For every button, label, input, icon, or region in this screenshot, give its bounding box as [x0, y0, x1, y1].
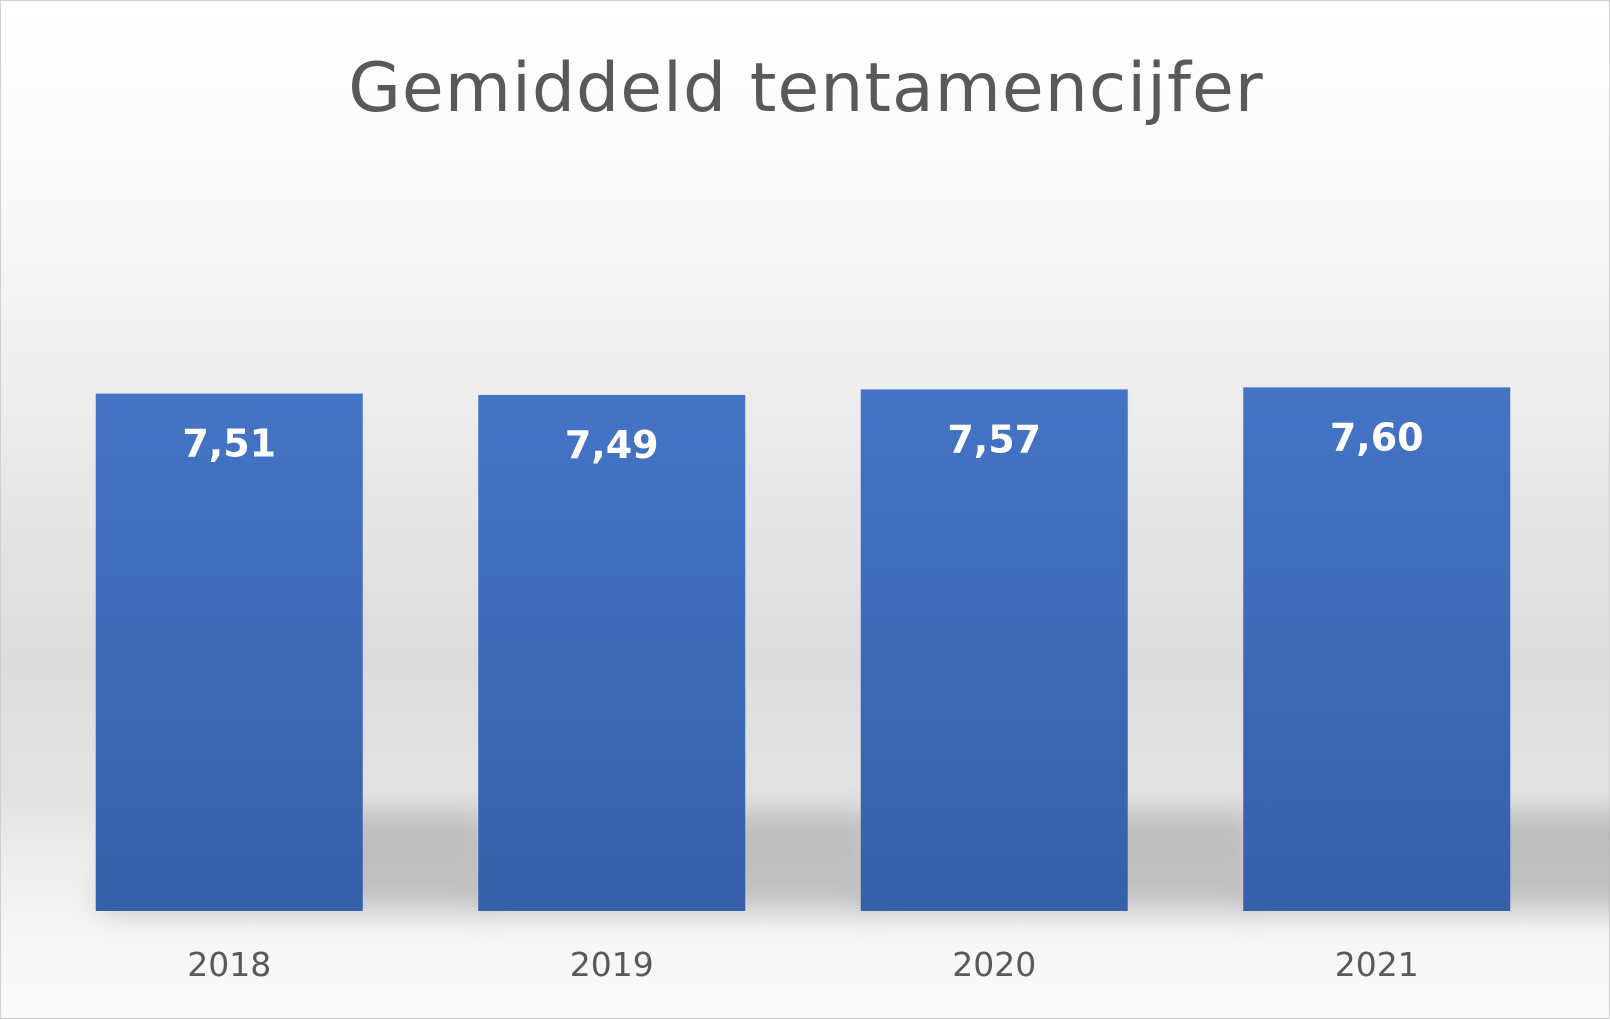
- data-label-2018: 7,51: [182, 422, 276, 466]
- x-tick-label-2019: 2019: [570, 945, 654, 984]
- x-tick-label-2020: 2020: [952, 945, 1036, 984]
- x-axis-tick-labels: 2018 2019 2020 2021: [187, 945, 1418, 984]
- bar-2021: [1243, 387, 1511, 911]
- bar-2019: [478, 394, 746, 912]
- bar-2020: [860, 389, 1128, 911]
- x-tick-label-2018: 2018: [187, 945, 271, 984]
- bar-2018: [95, 393, 363, 911]
- chart-title: Gemiddeld tentamencijfer: [348, 49, 1264, 128]
- data-labels: 7,51 7,49 7,57 7,60: [182, 415, 1423, 467]
- data-label-2020: 7,57: [947, 417, 1041, 461]
- data-label-2021: 7,60: [1330, 415, 1424, 459]
- bars: [95, 387, 1511, 912]
- x-tick-label-2021: 2021: [1335, 945, 1419, 984]
- data-label-2019: 7,49: [565, 423, 659, 467]
